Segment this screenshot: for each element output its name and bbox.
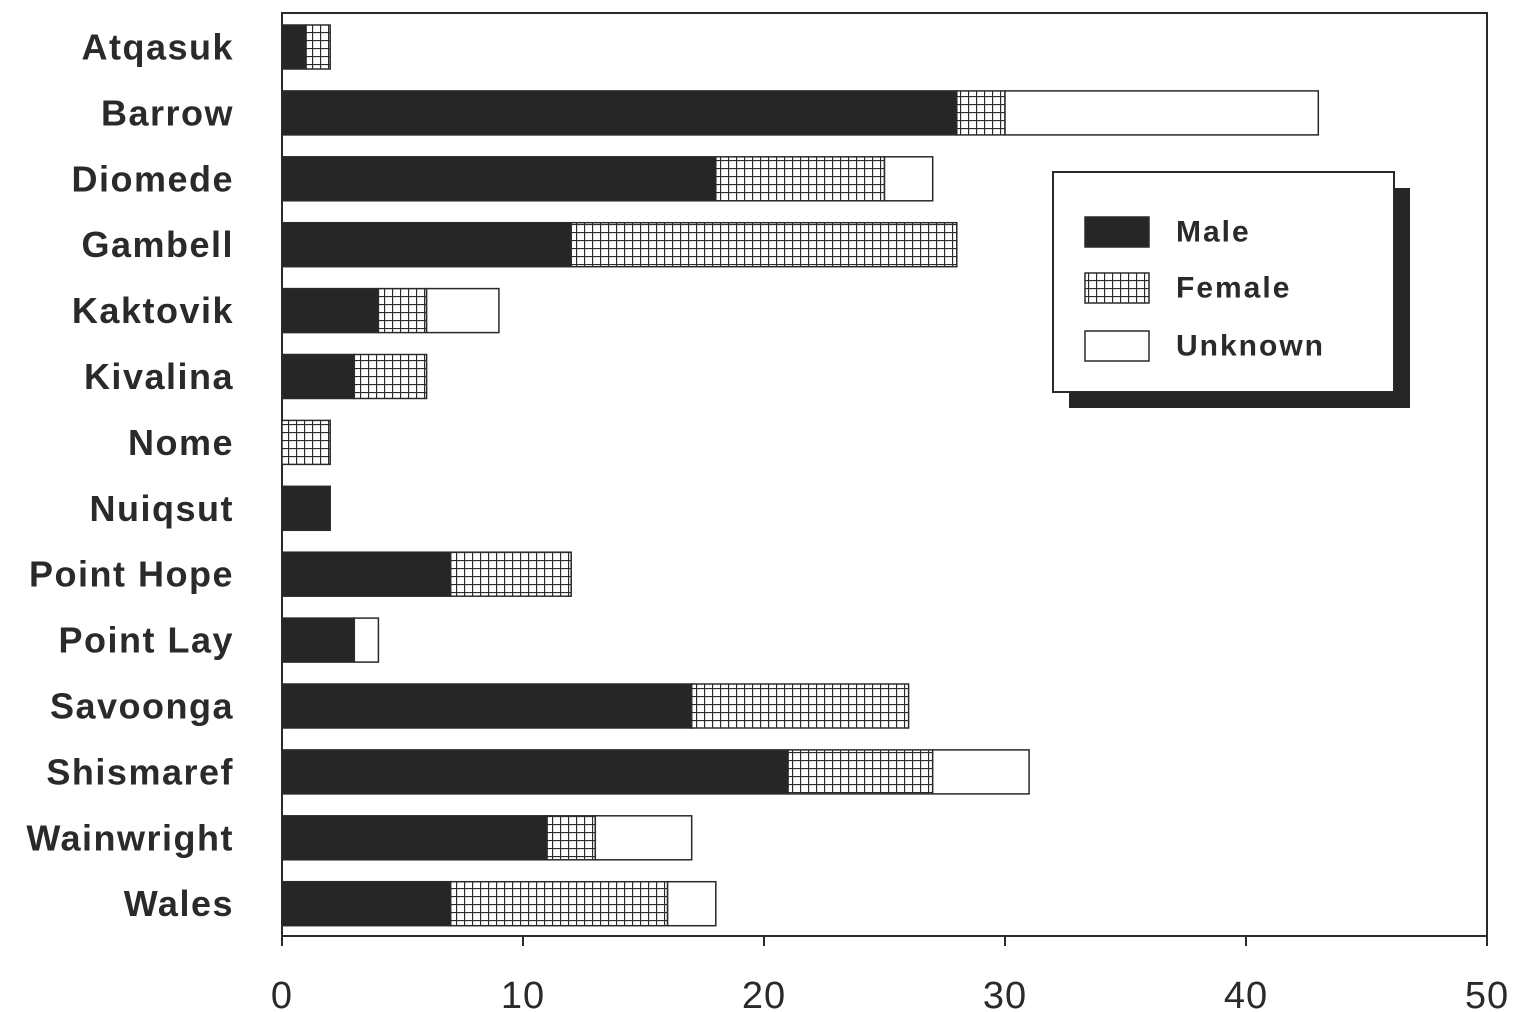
legend-label-female: Female bbox=[1176, 272, 1291, 305]
category-label-point-hope: Point Hope bbox=[29, 554, 234, 595]
x-axis-ticks: 0 10 20 30 40 50 bbox=[271, 936, 1509, 1012]
bar-diomede-male bbox=[281, 156, 717, 202]
bar-diomede-female bbox=[715, 156, 886, 202]
category-label-savoonga: Savoonga bbox=[50, 686, 234, 727]
bar-nuiqsut-male bbox=[281, 485, 331, 532]
category-label-point-lay: Point Lay bbox=[58, 620, 234, 661]
bar-wales-unknown bbox=[666, 880, 717, 927]
category-label-nuiqsut: Nuiqsut bbox=[90, 488, 234, 529]
x-tick-label-20: 20 bbox=[742, 975, 786, 1012]
bar-diomede-unknown bbox=[883, 156, 934, 202]
bar-wainwright-female bbox=[546, 815, 597, 861]
bar-atqasuk-male bbox=[281, 24, 307, 70]
bar-kivalina-male bbox=[281, 353, 356, 400]
category-label-wainwright: Wainwright bbox=[26, 817, 234, 858]
bar-point-lay-unknown bbox=[353, 617, 380, 663]
bar-shismaref-male bbox=[281, 749, 789, 795]
bar-gambell-male bbox=[281, 221, 572, 268]
bar-shismaref-unknown bbox=[931, 749, 1030, 795]
bar-wales-female bbox=[449, 880, 669, 927]
bar-wales-male bbox=[281, 880, 452, 927]
legend-swatch-female bbox=[1084, 272, 1150, 304]
x-tick-label-0: 0 bbox=[271, 975, 293, 1012]
bar-kaktovik-male bbox=[281, 287, 380, 334]
bar-savoonga-male bbox=[281, 683, 693, 729]
bar-kivalina-female bbox=[353, 353, 428, 400]
category-label-shismaref: Shismaref bbox=[46, 751, 234, 792]
category-label-nome: Nome bbox=[128, 422, 234, 463]
category-label-gambell: Gambell bbox=[81, 224, 234, 265]
bar-barrow-female bbox=[956, 90, 1006, 136]
x-tick-label-30: 30 bbox=[983, 975, 1027, 1012]
bar-savoonga-female bbox=[690, 683, 910, 729]
bar-atqasuk-female bbox=[305, 24, 331, 70]
legend-label-male: Male bbox=[1176, 216, 1251, 249]
bar-barrow-male bbox=[281, 90, 958, 136]
legend-label-unknown: Unknown bbox=[1176, 330, 1325, 363]
category-label-wales: Wales bbox=[124, 883, 234, 924]
bar-point-lay-male bbox=[281, 617, 356, 663]
bar-point-hope-male bbox=[281, 551, 452, 597]
x-tick-label-50: 50 bbox=[1465, 975, 1509, 1012]
x-tick-label-40: 40 bbox=[1224, 975, 1268, 1012]
category-label-atqasuk: Atqasuk bbox=[81, 27, 234, 68]
category-label-barrow: Barrow bbox=[101, 92, 234, 133]
legend-swatch-unknown bbox=[1084, 330, 1150, 362]
category-label-kaktovik: Kaktovik bbox=[72, 290, 234, 331]
bars-layer bbox=[281, 24, 1320, 927]
legend-swatch-male bbox=[1084, 216, 1150, 248]
bar-wainwright-male bbox=[281, 815, 548, 861]
x-tick-label-10: 10 bbox=[501, 975, 545, 1012]
bar-kaktovik-female bbox=[377, 287, 428, 334]
category-labels: Atqasuk Barrow Diomede Gambell Kaktovik Kival… bbox=[26, 27, 234, 925]
plot-area-frame bbox=[281, 12, 1488, 937]
bar-wainwright-unknown bbox=[594, 815, 693, 861]
bar-gambell-female bbox=[570, 221, 958, 268]
category-label-diomede: Diomede bbox=[71, 158, 234, 199]
bar-point-hope-female bbox=[449, 551, 572, 597]
legend: Male Female Unknown bbox=[1052, 171, 1410, 408]
bar-nome-female bbox=[281, 419, 331, 466]
category-label-kivalina: Kivalina bbox=[84, 356, 234, 397]
bar-barrow-unknown bbox=[1004, 90, 1320, 136]
bar-shismaref-female bbox=[787, 749, 934, 795]
bar-kaktovik-unknown bbox=[425, 287, 500, 334]
